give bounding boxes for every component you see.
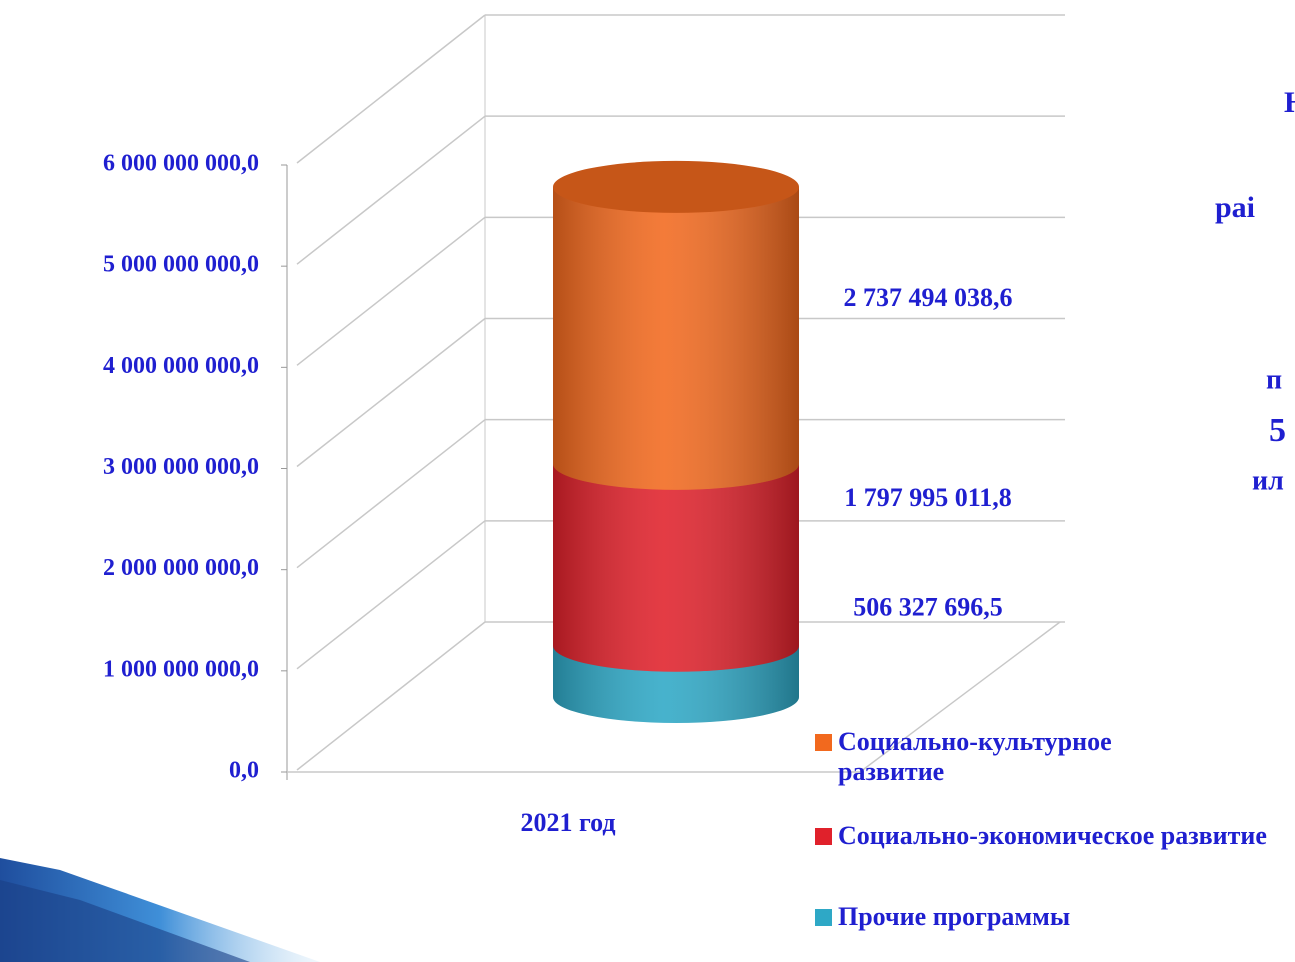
segment-top (553, 160, 799, 213)
decoration (0, 880, 250, 962)
legend-swatch (815, 909, 832, 926)
annotation: Н (1284, 86, 1295, 119)
legend-label: Социально-экономическое развитие (838, 821, 1267, 850)
legend-swatch (815, 828, 832, 845)
legend-item: Социально-экономическое развитие (815, 821, 1295, 851)
legend-item: Социально-культурное развитие (815, 727, 1138, 787)
y-tick-label: 4 000 000 000,0 (103, 353, 259, 379)
segment-top (553, 160, 799, 213)
y-tick-label: 0,0 (229, 758, 259, 784)
legend-item: Прочие программы (815, 902, 1295, 932)
segment-shade (553, 463, 799, 672)
bar-segment (553, 463, 799, 672)
data-label: 1 797 995 011,8 (844, 483, 1012, 512)
data-label: 506 327 696,5 (853, 593, 1003, 622)
annotation: ил (1252, 465, 1284, 496)
grid-line (296, 317, 486, 468)
grid-line (296, 520, 486, 670)
legend-swatch (815, 734, 832, 751)
legend-label: Социально-культурное развитие (838, 727, 1112, 786)
grid-line (296, 621, 486, 771)
grid-line (296, 216, 486, 366)
data-label: 2 737 494 038,6 (844, 283, 1013, 312)
grid-line (296, 115, 486, 265)
y-tick-label: 6 000 000 000,0 (103, 151, 259, 177)
y-tick-label: 1 000 000 000,0 (103, 656, 259, 682)
floor-edge (859, 621, 1061, 773)
legend-label: Прочие программы (838, 902, 1071, 931)
annotation: раі (1215, 191, 1255, 224)
y-tick-label: 2 000 000 000,0 (103, 555, 259, 581)
y-tick-label: 3 000 000 000,0 (103, 454, 259, 480)
bar-segment (553, 160, 799, 490)
annotation: п (1266, 364, 1282, 395)
y-tick-label: 5 000 000 000,0 (103, 252, 259, 278)
grid-line (296, 419, 486, 569)
segment-shade (553, 186, 799, 490)
x-tick-label: 2021 год (520, 808, 615, 837)
annotation: 5 (1269, 412, 1286, 449)
grid-line (296, 14, 486, 164)
